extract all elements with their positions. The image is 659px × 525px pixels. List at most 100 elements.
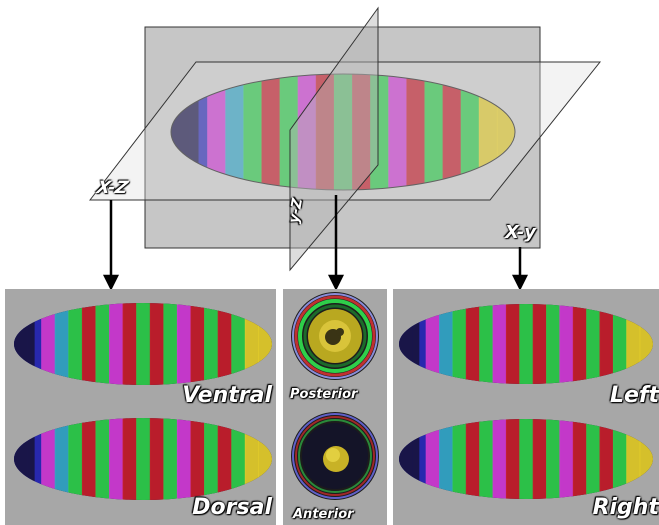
stripe [465, 419, 480, 499]
stripe [546, 304, 561, 384]
stripe [149, 418, 164, 500]
stripe [352, 74, 371, 190]
ventral-label: Ventral [182, 383, 272, 408]
stripe [279, 74, 299, 190]
yz-views-svg [291, 292, 379, 500]
posterior-label: Posterior [290, 387, 358, 402]
stripe-shadow [399, 419, 420, 499]
ventral-embryo [14, 303, 272, 385]
stripe [217, 418, 232, 500]
stripe [261, 74, 281, 190]
stripe [95, 303, 110, 385]
posterior-cross-section [291, 292, 379, 380]
xz-views-panel: Ventral Dorsal [5, 289, 276, 525]
stripe [95, 418, 110, 500]
stripe [176, 418, 192, 500]
stripe [258, 418, 272, 500]
stripe [492, 419, 507, 499]
stripe [532, 419, 547, 499]
stripe [68, 418, 83, 500]
stripe [519, 419, 534, 499]
stripe [439, 304, 454, 384]
stripe [626, 419, 641, 499]
stripe [572, 304, 587, 384]
stripe [243, 74, 263, 190]
stripe [559, 304, 574, 384]
stripe [639, 419, 653, 499]
stripe [136, 418, 151, 500]
xz-plane-label: X-Z [94, 178, 130, 198]
stripe [559, 419, 574, 499]
arrow-yz-head [327, 274, 345, 290]
stripe [439, 419, 454, 499]
anterior-cross-section [291, 412, 379, 500]
stripe [54, 303, 69, 385]
arrow-xy-head [511, 274, 529, 290]
xz-views-svg [14, 303, 272, 500]
stripe [612, 419, 627, 499]
stripe [479, 304, 494, 384]
stripe [599, 419, 614, 499]
stripe [424, 74, 444, 190]
anterior-label: Anterior [293, 507, 354, 522]
stripe [231, 303, 246, 385]
stripe [626, 304, 641, 384]
stripe [41, 303, 56, 385]
stripe [586, 304, 601, 384]
yz-views-panel: Posterior Anterior [283, 289, 387, 525]
stripe [163, 303, 178, 385]
stripe-shadow [14, 418, 35, 500]
stripe [532, 304, 547, 384]
stripe-shadow [399, 304, 420, 384]
stripe [122, 303, 137, 385]
stripe [639, 304, 653, 384]
stripe [452, 419, 467, 499]
xy-views-panel: Left Right [393, 289, 659, 525]
stripe [297, 74, 317, 190]
xy-plane-label: X-y [505, 222, 536, 243]
stripe [599, 304, 614, 384]
stripe [572, 419, 587, 499]
stripe [136, 303, 151, 385]
stripe [492, 304, 507, 384]
stripe [442, 74, 462, 190]
stripe [231, 418, 246, 500]
xz-plane-sheet [88, 61, 602, 201]
stripe [479, 419, 494, 499]
stripe-shadow [14, 303, 35, 385]
arrows [102, 195, 529, 290]
stripe [176, 303, 192, 385]
stripe [163, 418, 178, 500]
stripe [149, 303, 164, 385]
stripe [68, 303, 83, 385]
yz-plane [289, 6, 379, 272]
stripe [204, 303, 219, 385]
arrow-xz-head [102, 274, 120, 290]
left-embryo [399, 304, 653, 384]
stripe [225, 74, 244, 190]
stripe [505, 304, 520, 384]
right-embryo [399, 419, 653, 499]
stripe [204, 418, 219, 500]
dorsal-label: Dorsal [192, 495, 272, 520]
stripe [81, 303, 97, 385]
stripe [460, 74, 480, 190]
stripe [190, 418, 205, 500]
stripe [41, 418, 56, 500]
stripe [122, 418, 137, 500]
stripe [370, 74, 389, 190]
stripe [452, 304, 467, 384]
stripe [546, 419, 561, 499]
stripe [54, 418, 69, 500]
stripe [465, 304, 480, 384]
stripe [258, 303, 272, 385]
yz-plane-label: y-Z [286, 197, 307, 225]
stripe [207, 74, 226, 190]
stripe [244, 418, 259, 500]
stripe [388, 74, 407, 190]
stripe [406, 74, 426, 190]
stripe [425, 419, 440, 499]
dorsal-embryo [14, 418, 272, 500]
stripe [519, 304, 534, 384]
